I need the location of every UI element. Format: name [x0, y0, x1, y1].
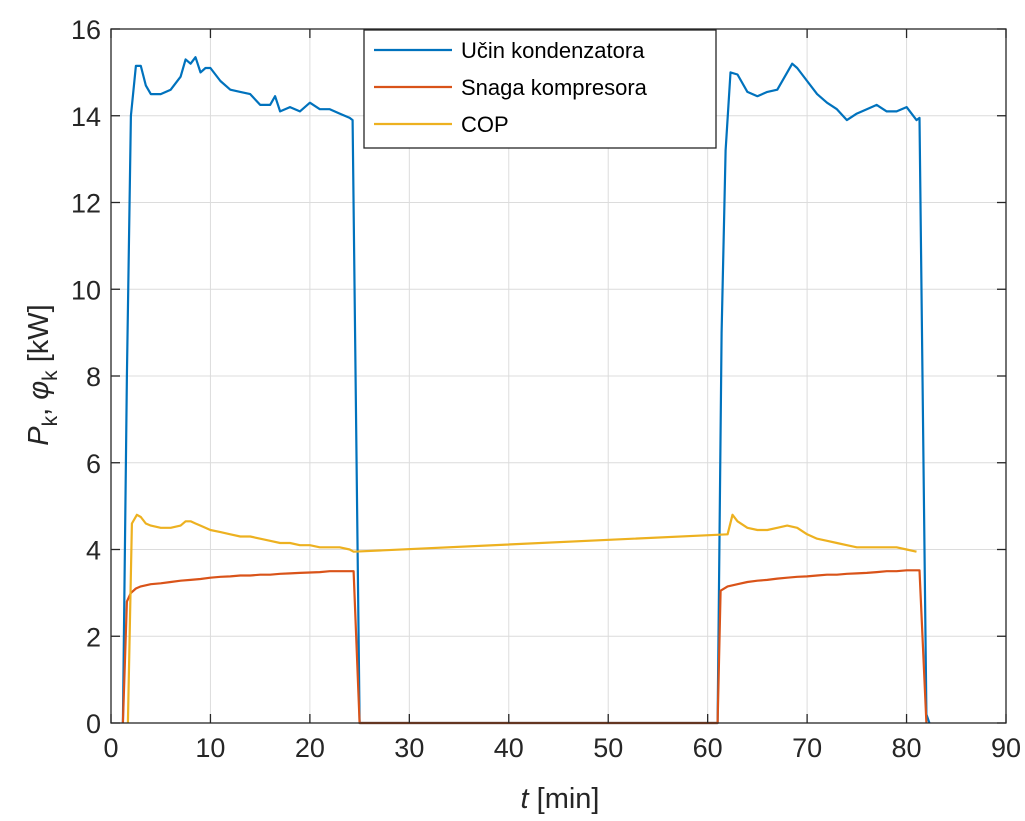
ticks: 0 10 20 30 40 50 60 70 80 90 0 2 4 6 8 10 12 14 16: [71, 15, 1021, 763]
x-tick-label: 20: [295, 733, 325, 763]
y-axis-label-sep: ,: [23, 400, 55, 416]
x-tick-label: 0: [103, 733, 118, 763]
y-tick-label: 0: [86, 709, 101, 739]
series-line-cop: [126, 513, 917, 724]
legend-label-cop: COP: [461, 112, 509, 137]
legend-label-ucin-kondenzatora: Učin kondenzatora: [461, 38, 645, 63]
y-axis-label-power: P: [23, 426, 55, 446]
x-axis-label-unit: [min]: [529, 783, 600, 815]
y-tick-label: 12: [71, 189, 101, 219]
x-tick-label: 10: [195, 733, 225, 763]
x-tick-label: 80: [892, 733, 922, 763]
legend: Učin kondenzatora Snaga kompresora COP: [363, 29, 717, 149]
x-tick-label: 40: [494, 733, 524, 763]
y-axis-label-sub2: k: [39, 370, 62, 381]
x-tick-label: 30: [394, 733, 424, 763]
y-axis-label-sub1: k: [39, 415, 62, 426]
x-tick-label: 60: [693, 733, 723, 763]
x-axis-label-variable: t: [521, 783, 531, 815]
y-tick-label: 14: [71, 102, 101, 132]
x-axis-label: t [min]: [521, 783, 600, 815]
series-lines: [121, 56, 931, 725]
series-line-snaga-kompresora: [121, 569, 928, 725]
x-tick-label: 70: [792, 733, 822, 763]
y-axis-label-unit: [kW]: [23, 304, 55, 370]
y-tick-label: 4: [86, 536, 101, 566]
y-tick-label: 16: [71, 15, 101, 45]
y-axis-label: Pk, φk [kW]: [23, 304, 62, 445]
series-line-ucin-kondenzatora: [121, 56, 931, 725]
y-tick-label: 2: [86, 622, 101, 652]
x-tick-label: 90: [991, 733, 1021, 763]
y-tick-label: 8: [86, 362, 101, 392]
legend-label-snaga-kompresora: Snaga kompresora: [461, 75, 648, 100]
y-axis-label-phi: φ: [23, 381, 55, 400]
x-tick-label: 50: [593, 733, 623, 763]
y-tick-label: 10: [71, 275, 101, 305]
y-tick-label: 6: [86, 449, 101, 479]
